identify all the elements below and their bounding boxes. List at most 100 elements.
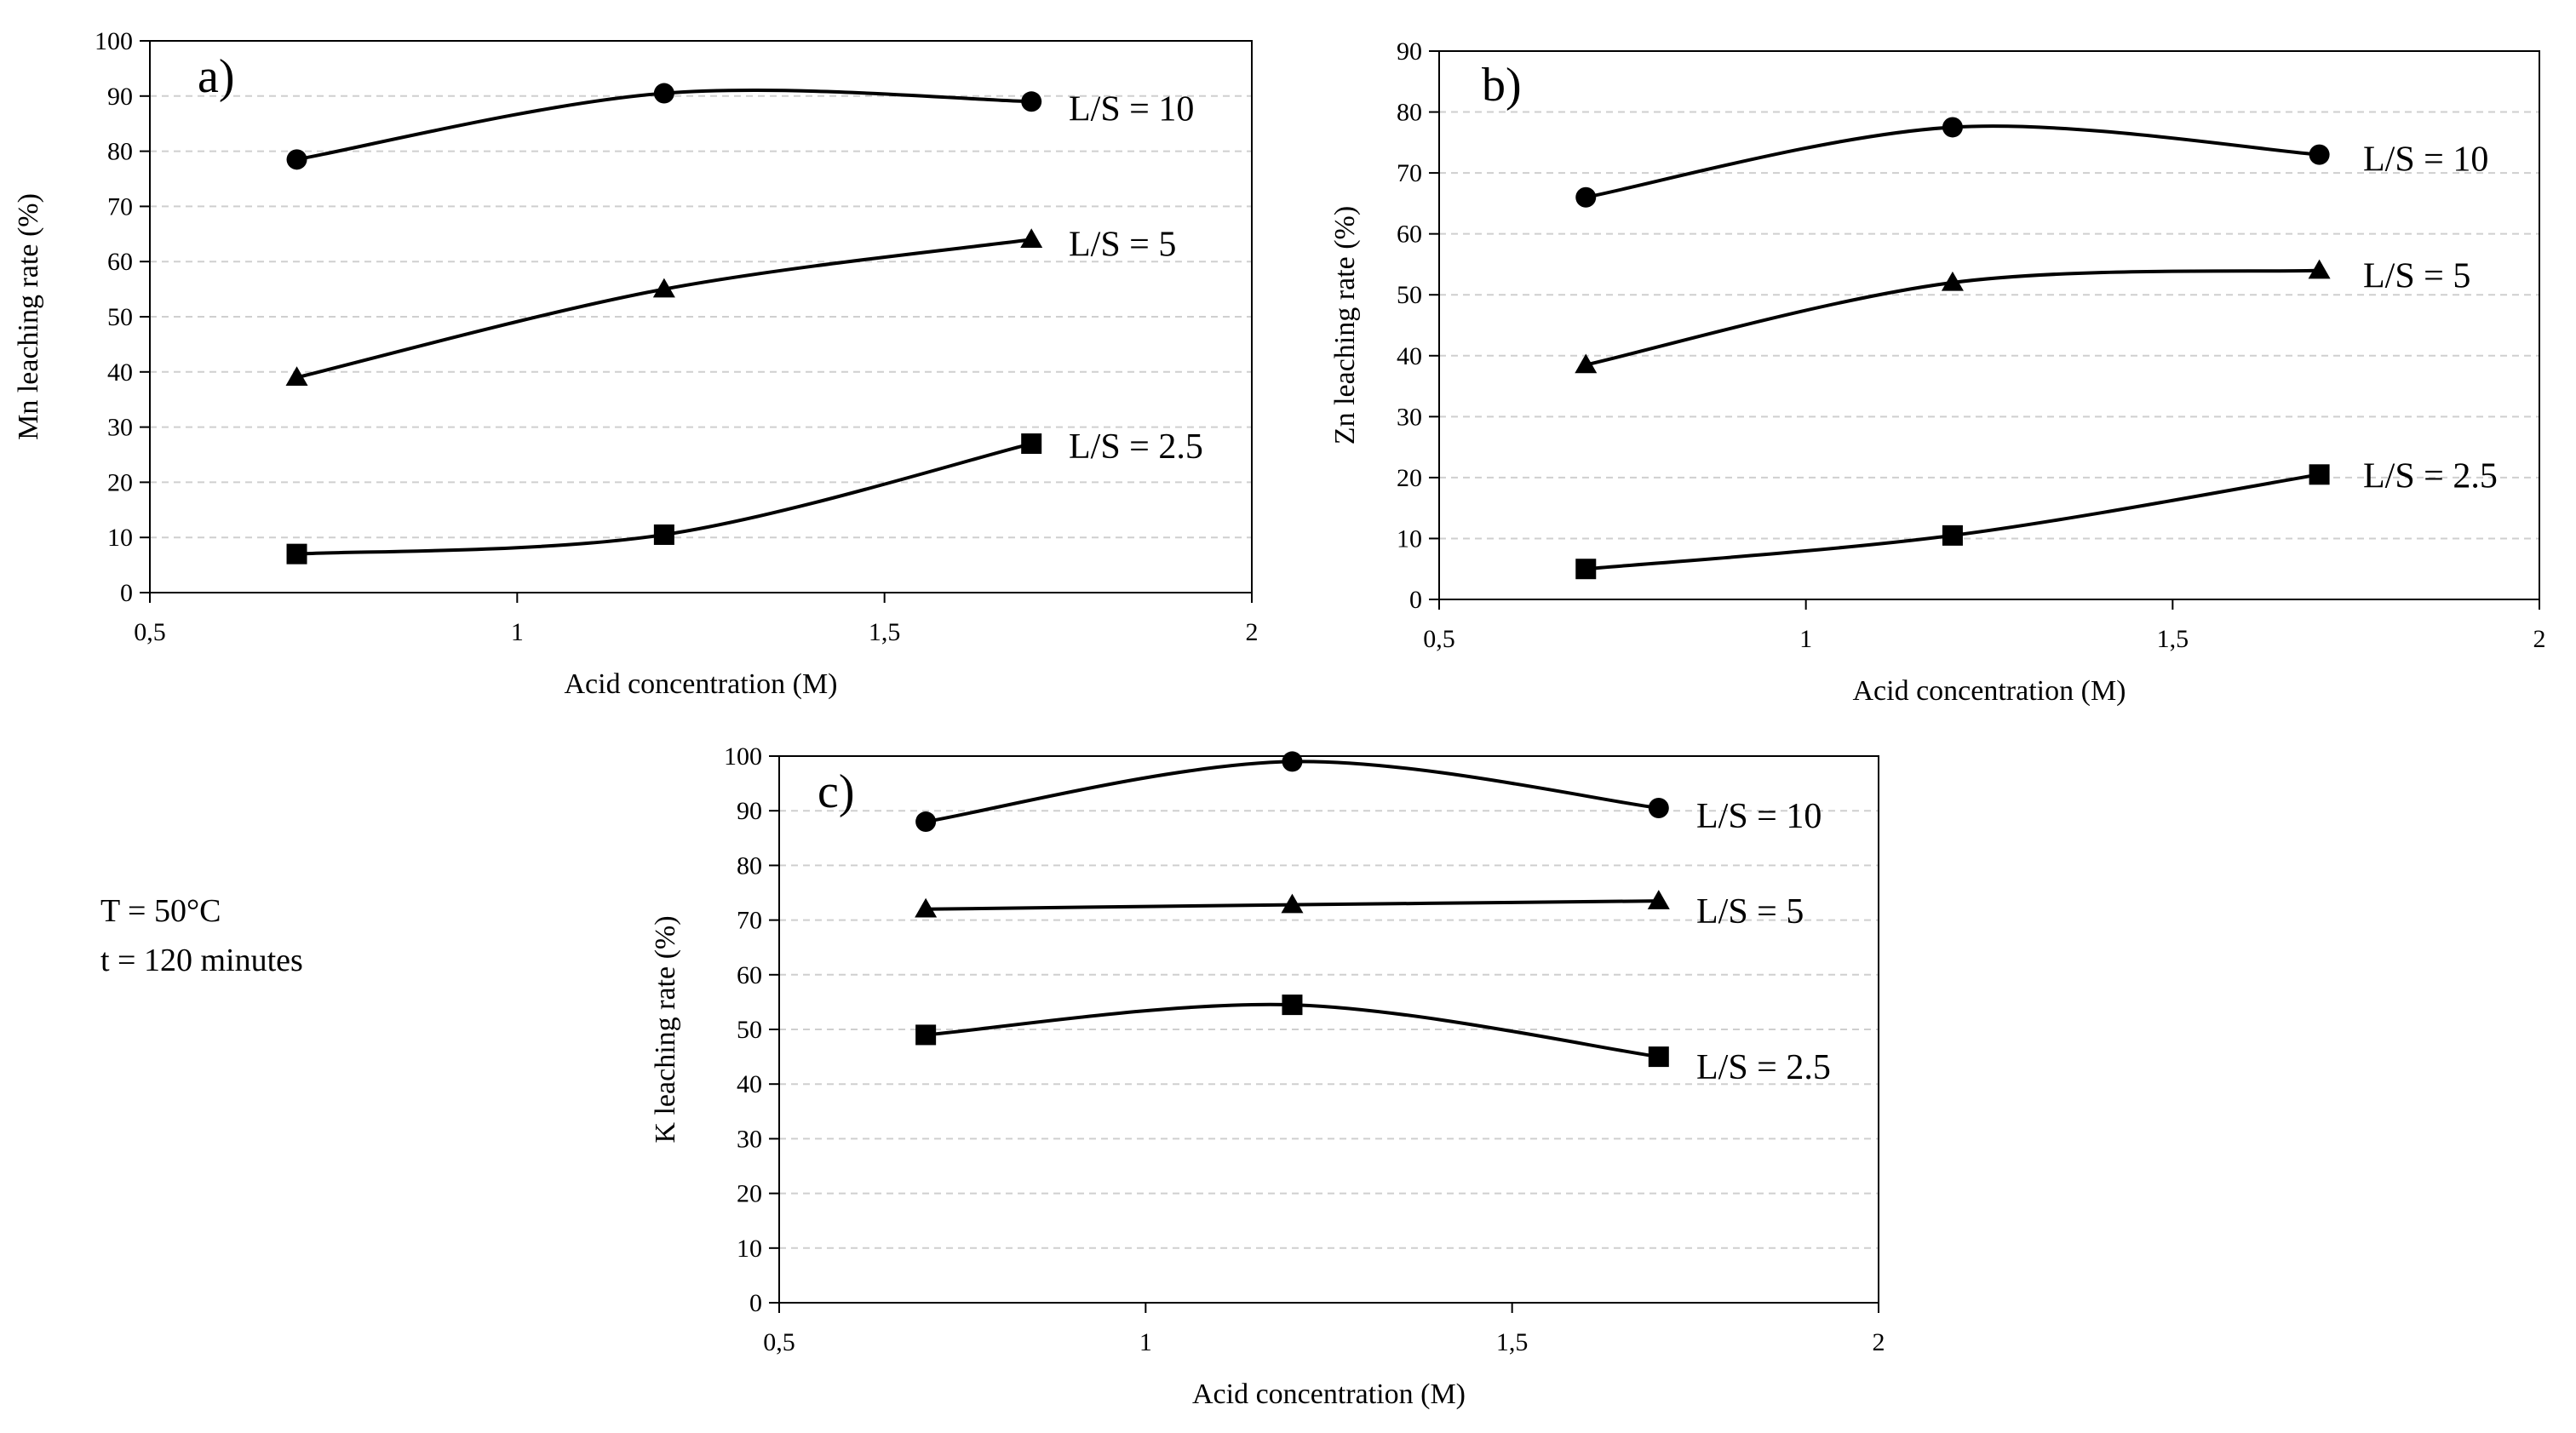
x-tick-label: 1,5 bbox=[2157, 625, 2189, 653]
data-point-triangle bbox=[1281, 893, 1304, 914]
data-point-circle bbox=[915, 811, 937, 833]
x-tick-label: 0,5 bbox=[763, 1328, 795, 1356]
y-tick-label: 80 bbox=[737, 851, 762, 880]
data-point-circle bbox=[1021, 91, 1042, 112]
y-tick-label: 50 bbox=[107, 303, 133, 331]
series-label: L/S = 5 bbox=[1069, 225, 1176, 264]
y-tick-label: 0 bbox=[1409, 586, 1422, 614]
y-tick-label: 80 bbox=[1397, 99, 1422, 127]
x-axis-label: Acid concentration (M) bbox=[1192, 1379, 1466, 1410]
x-axis-label: Acid concentration (M) bbox=[1853, 675, 2126, 707]
y-tick-label: 20 bbox=[1397, 464, 1422, 492]
y-tick-label: 40 bbox=[737, 1070, 762, 1098]
series-label: L/S = 10 bbox=[1696, 797, 1822, 836]
series-label: L/S = 5 bbox=[2363, 257, 2470, 296]
data-point-circle bbox=[1575, 186, 1597, 208]
data-point-triangle bbox=[1575, 353, 1598, 374]
time-condition: t = 120 minutes bbox=[100, 943, 303, 978]
data-point-square bbox=[653, 524, 674, 545]
y-tick-label: 50 bbox=[1397, 281, 1422, 309]
data-point-square bbox=[915, 1024, 937, 1046]
data-point-triangle bbox=[285, 366, 308, 387]
series-l-s-2-5: L/S = 2.5 bbox=[915, 995, 1831, 1087]
data-point-circle bbox=[1648, 797, 1669, 818]
series-label: L/S = 2.5 bbox=[1069, 427, 1203, 467]
data-point-circle bbox=[2309, 144, 2330, 165]
x-tick-label: 0,5 bbox=[134, 618, 166, 646]
y-tick-label: 60 bbox=[737, 961, 762, 989]
series-l-s-10: L/S = 10 bbox=[1575, 117, 2488, 208]
x-tick-label: 1 bbox=[1139, 1328, 1152, 1356]
panel-label: a) bbox=[198, 50, 235, 103]
series-label: L/S = 10 bbox=[1069, 89, 1194, 129]
y-axis-label: Mn leaching rate (%) bbox=[13, 193, 44, 440]
series-l-s-2-5: L/S = 2.5 bbox=[286, 427, 1203, 565]
data-point-square bbox=[286, 543, 307, 565]
series-label: L/S = 5 bbox=[1696, 892, 1804, 931]
y-tick-label: 30 bbox=[1397, 403, 1422, 431]
series-l-s-5: L/S = 5 bbox=[285, 225, 1176, 387]
plot-area-border bbox=[1438, 50, 2540, 600]
y-tick-label: 40 bbox=[1397, 342, 1422, 370]
series-label: L/S = 2.5 bbox=[1696, 1048, 1831, 1087]
y-tick-label: 100 bbox=[724, 742, 762, 771]
data-point-square bbox=[1282, 995, 1303, 1016]
y-tick-label: 20 bbox=[737, 1180, 762, 1208]
y-tick-label: 10 bbox=[1397, 524, 1422, 553]
y-tick-label: 20 bbox=[107, 468, 133, 496]
temperature-condition: T = 50°C bbox=[100, 893, 221, 929]
data-point-triangle bbox=[652, 278, 675, 298]
x-tick-label: 1,5 bbox=[869, 618, 901, 646]
data-point-triangle bbox=[915, 897, 938, 918]
data-point-circle bbox=[286, 149, 307, 170]
y-tick-label: 10 bbox=[737, 1235, 762, 1263]
x-tick-label: 2 bbox=[1873, 1328, 1885, 1356]
data-point-square bbox=[1942, 524, 1963, 546]
data-point-square bbox=[1021, 433, 1042, 455]
chart-panel-c: 0 10 20 30 40 50 60 70 80 90 100 0,5 1 1,5 2 Acid conce… bbox=[650, 742, 1885, 1410]
series-line bbox=[296, 238, 1032, 380]
y-tick-label: 30 bbox=[737, 1125, 762, 1153]
y-tick-label: 0 bbox=[120, 579, 133, 607]
y-tick-label: 30 bbox=[107, 414, 133, 442]
y-tick-label: 70 bbox=[107, 192, 133, 221]
y-tick-label: 50 bbox=[737, 1016, 762, 1044]
series-l-s-5: L/S = 5 bbox=[1575, 257, 2470, 374]
panel-label: b) bbox=[1482, 59, 1522, 112]
series-l-s-2-5: L/S = 2.5 bbox=[1575, 456, 2498, 580]
series-line bbox=[1586, 473, 2320, 571]
series-l-s-10: L/S = 10 bbox=[915, 751, 1822, 836]
y-tick-label: 90 bbox=[107, 83, 133, 111]
x-tick-label: 2 bbox=[1246, 618, 1259, 646]
series-l-s-10: L/S = 10 bbox=[286, 83, 1194, 170]
chart-panel-a: 0 10 20 30 40 50 60 70 80 90 100 0,5 1 1,5 2 Acid conce… bbox=[13, 27, 1259, 700]
x-axis-label: Acid concentration (M) bbox=[565, 668, 838, 700]
x-tick-label: 1 bbox=[1799, 625, 1812, 653]
data-point-triangle bbox=[1647, 890, 1670, 909]
data-point-circle bbox=[653, 83, 674, 104]
x-tick-label: 0,5 bbox=[1423, 625, 1455, 653]
y-tick-label: 90 bbox=[1397, 37, 1422, 66]
y-tick-label: 60 bbox=[107, 248, 133, 276]
y-tick-label: 0 bbox=[749, 1289, 762, 1317]
series-l-s-5: L/S = 5 bbox=[915, 890, 1804, 931]
data-point-square bbox=[1575, 559, 1597, 580]
panel-label: c) bbox=[818, 765, 855, 818]
series-label: L/S = 10 bbox=[2363, 140, 2488, 180]
y-tick-label: 40 bbox=[107, 358, 133, 387]
y-tick-label: 80 bbox=[107, 138, 133, 166]
y-axis-label: Zn leaching rate (%) bbox=[1329, 206, 1361, 444]
y-tick-label: 70 bbox=[737, 907, 762, 935]
data-point-triangle bbox=[1941, 271, 1964, 291]
data-point-circle bbox=[1282, 751, 1303, 772]
data-point-circle bbox=[1942, 117, 1963, 138]
x-tick-label: 1 bbox=[511, 618, 524, 646]
y-tick-label: 90 bbox=[737, 797, 762, 825]
data-point-square bbox=[1648, 1046, 1669, 1068]
y-tick-label: 10 bbox=[107, 524, 133, 552]
series-label: L/S = 2.5 bbox=[2363, 456, 2498, 496]
y-tick-label: 60 bbox=[1397, 221, 1422, 249]
y-tick-label: 100 bbox=[95, 27, 133, 55]
